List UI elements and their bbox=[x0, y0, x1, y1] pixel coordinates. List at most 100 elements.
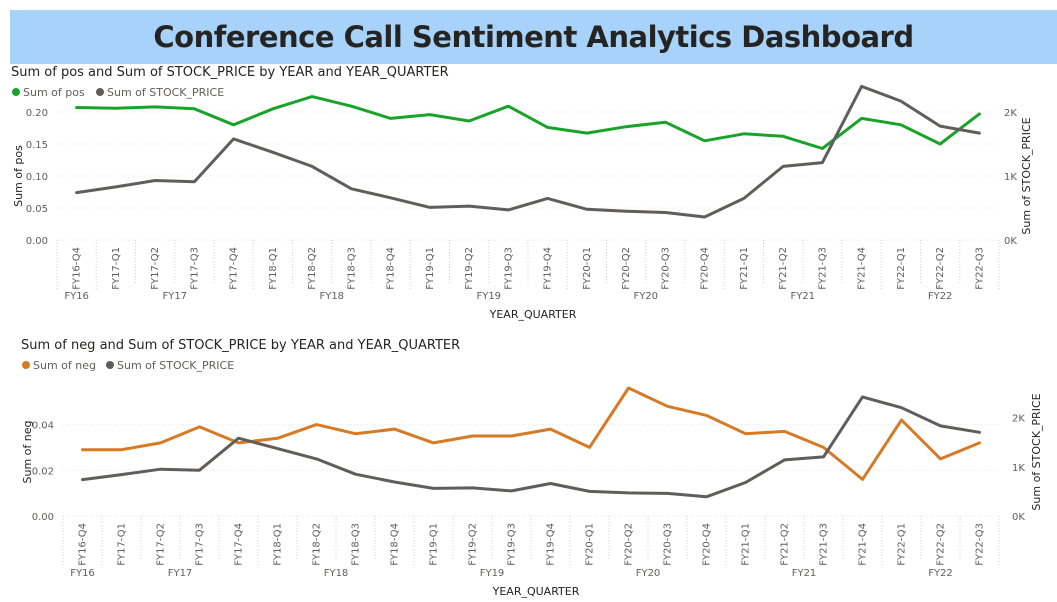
x-year-label: FY20 bbox=[636, 568, 661, 579]
y-right-tick-label: 1K bbox=[1012, 463, 1025, 474]
x-tick-label: FY19-Q4 bbox=[546, 523, 557, 566]
x-year-label: FY17 bbox=[162, 291, 187, 302]
x-tick-label: FY21-Q2 bbox=[778, 247, 789, 290]
x-tick-label: FY21-Q4 bbox=[857, 247, 868, 290]
x-tick-label: FY22-Q3 bbox=[975, 523, 986, 566]
x-tick-label: FY18-Q4 bbox=[390, 523, 401, 566]
x-year-label: FY21 bbox=[790, 291, 815, 302]
dashboard-title: Conference Call Sentiment Analytics Dash… bbox=[153, 20, 914, 54]
legend-label[interactable]: Sum of STOCK_PRICE bbox=[117, 359, 234, 372]
x-tick-label: FY22-Q1 bbox=[896, 247, 907, 290]
x-year-label: FY18 bbox=[319, 291, 344, 302]
x-tick-label: FY21-Q3 bbox=[819, 523, 830, 566]
x-tick-label: FY17-Q1 bbox=[117, 523, 128, 566]
y-left-tick-label: 0.04 bbox=[32, 421, 54, 432]
x-tick-label: FY21-Q4 bbox=[858, 523, 869, 566]
x-tick-label: FY19-Q3 bbox=[507, 523, 518, 566]
x-tick-label: FY17-Q2 bbox=[150, 247, 161, 290]
legend-marker bbox=[96, 88, 104, 96]
x-tick-label: FY19-Q4 bbox=[543, 247, 554, 290]
x-tick-label: FY18-Q3 bbox=[351, 523, 362, 566]
x-year-label: FY22 bbox=[928, 291, 953, 302]
y-right-tick-label: 0K bbox=[1012, 512, 1025, 523]
x-year-label: FY22 bbox=[928, 568, 953, 579]
x-tick-label: FY21-Q1 bbox=[739, 247, 750, 290]
chart-title: Sum of neg and Sum of STOCK_PRICE by YEA… bbox=[21, 338, 460, 353]
x-axis-title: YEAR_QUARTER bbox=[492, 585, 580, 598]
dashboard-banner: Conference Call Sentiment Analytics Dash… bbox=[10, 10, 1057, 64]
x-tick-label: FY20-Q1 bbox=[585, 523, 596, 566]
x-tick-label: FY22-Q2 bbox=[936, 523, 947, 566]
x-tick-label: FY18-Q1 bbox=[268, 247, 279, 290]
sentiment-series-line[interactable] bbox=[81, 386, 981, 481]
y-left-tick-label: 0.20 bbox=[26, 108, 48, 119]
x-tick-label: FY21-Q1 bbox=[741, 523, 752, 566]
x-tick-label: FY18-Q2 bbox=[307, 247, 318, 290]
sentiment-series-line[interactable] bbox=[75, 95, 981, 150]
x-year-label: FY19 bbox=[480, 568, 505, 579]
legend-label[interactable]: Sum of neg bbox=[33, 359, 96, 372]
x-tick-label: FY21-Q2 bbox=[780, 523, 791, 566]
legend-label[interactable]: Sum of STOCK_PRICE bbox=[107, 86, 224, 99]
x-year-label: FY21 bbox=[792, 568, 817, 579]
stock-price-series-line[interactable] bbox=[75, 84, 981, 219]
x-tick-label: FY22-Q1 bbox=[897, 523, 908, 566]
stock-price-series-line[interactable] bbox=[81, 395, 981, 499]
x-tick-label: FY17-Q2 bbox=[156, 523, 167, 566]
legend-marker bbox=[106, 361, 114, 369]
x-tick-label: FY17-Q4 bbox=[234, 523, 245, 566]
x-axis-title: YEAR_QUARTER bbox=[489, 308, 577, 321]
x-tick-label: FY18-Q3 bbox=[346, 247, 357, 290]
x-tick-label: FY20-Q2 bbox=[624, 523, 635, 566]
x-tick-label: FY19-Q2 bbox=[464, 247, 475, 290]
pos-stock-line-chart: Sum of pos and Sum of STOCK_PRICE by YEA… bbox=[11, 65, 1033, 321]
x-tick-label: FY20-Q2 bbox=[621, 247, 632, 290]
x-tick-label: FY17-Q3 bbox=[189, 247, 200, 290]
x-tick-label: FY20-Q3 bbox=[660, 247, 671, 290]
x-year-label: FY17 bbox=[168, 568, 193, 579]
x-year-label: FY18 bbox=[324, 568, 349, 579]
x-tick-label: FY20-Q4 bbox=[700, 247, 711, 290]
x-tick-label: FY17-Q3 bbox=[195, 523, 206, 566]
x-tick-label: FY16-Q4 bbox=[78, 523, 89, 566]
y-right-tick-label: 1K bbox=[1004, 172, 1017, 183]
x-year-label: FY19 bbox=[476, 291, 501, 302]
x-tick-label: FY19-Q1 bbox=[425, 247, 436, 290]
x-year-label: FY16 bbox=[64, 291, 89, 302]
x-tick-label: FY19-Q3 bbox=[503, 247, 514, 290]
y-left-tick-label: 0.00 bbox=[26, 236, 48, 247]
x-tick-label: FY19-Q1 bbox=[429, 523, 440, 566]
x-tick-label: FY22-Q3 bbox=[974, 247, 985, 290]
y-left-axis-title: Sum of pos bbox=[12, 145, 25, 207]
x-tick-label: FY16-Q4 bbox=[72, 247, 83, 290]
y-left-tick-label: 0.02 bbox=[32, 466, 54, 477]
x-tick-label: FY19-Q2 bbox=[468, 523, 479, 566]
y-left-axis-title: Sum of neg bbox=[21, 421, 34, 484]
y-left-tick-label: 0.10 bbox=[26, 172, 48, 183]
x-year-label: FY20 bbox=[633, 291, 658, 302]
x-tick-label: FY17-Q1 bbox=[111, 247, 122, 290]
y-right-tick-label: 2K bbox=[1012, 414, 1025, 425]
y-right-axis-title: Sum of STOCK_PRICE bbox=[1030, 393, 1043, 510]
x-tick-label: FY18-Q1 bbox=[273, 523, 284, 566]
x-tick-label: FY22-Q2 bbox=[935, 247, 946, 290]
x-tick-label: FY18-Q4 bbox=[386, 247, 397, 290]
legend-marker bbox=[22, 361, 30, 369]
y-left-tick-label: 0.15 bbox=[26, 140, 48, 151]
x-tick-label: FY21-Q3 bbox=[817, 247, 828, 290]
x-tick-label: FY17-Q4 bbox=[229, 247, 240, 290]
y-left-tick-label: 0.05 bbox=[26, 204, 48, 215]
legend-label[interactable]: Sum of pos bbox=[23, 86, 85, 99]
x-tick-label: FY20-Q3 bbox=[663, 523, 674, 566]
legend-marker bbox=[12, 88, 20, 96]
y-right-axis-title: Sum of STOCK_PRICE bbox=[1020, 117, 1033, 234]
y-right-tick-label: 0K bbox=[1004, 236, 1017, 247]
x-tick-label: FY18-Q2 bbox=[312, 523, 323, 566]
y-right-tick-label: 2K bbox=[1004, 108, 1017, 119]
y-left-tick-label: 0.00 bbox=[32, 512, 54, 523]
x-year-label: FY16 bbox=[70, 568, 95, 579]
x-tick-label: FY20-Q4 bbox=[702, 523, 713, 566]
chart-title: Sum of pos and Sum of STOCK_PRICE by YEA… bbox=[11, 65, 449, 80]
x-tick-label: FY20-Q1 bbox=[582, 247, 593, 290]
